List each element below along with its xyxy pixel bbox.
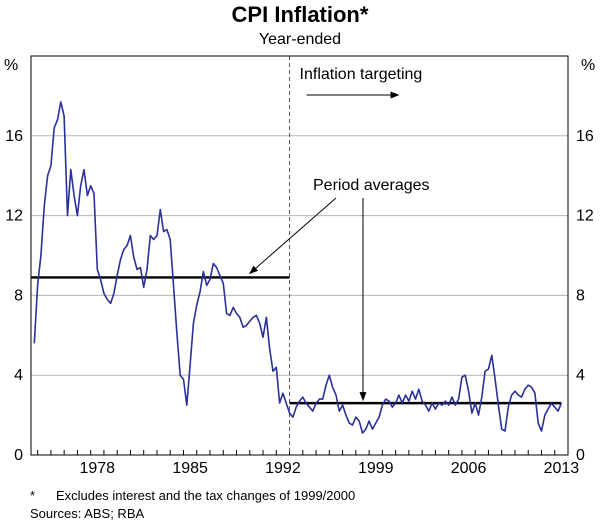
cpi-inflation-line [33,101,563,434]
period-averages-label: Period averages [313,177,430,194]
sources-note: Sources: ABS; RBA [30,506,145,521]
chart-title: CPI Inflation* [231,2,369,27]
y-tick-label-left-8: 8 [14,287,23,304]
x-tick-label-2013: 2013 [544,460,580,477]
y-axis-unit-left: % [4,57,18,74]
y-tick-label-right-0: 0 [576,447,585,464]
y-tick-label-left-12: 12 [5,208,23,225]
footnote-text: Excludes interest and the tax changes of… [56,488,356,503]
plot-frame [30,55,569,456]
x-tick-label-1985: 1985 [172,460,208,477]
axis-ticks: 0 0 4 4 8 8 12 12 16 16 1978 1985 1992 1999 2006 2013 [5,128,594,477]
chart-subtitle: Year-ended [258,31,342,48]
y-tick-label-right-4: 4 [576,367,585,384]
period-average-lines [31,276,562,405]
grid-lines [31,135,568,376]
y-tick-label-right-16: 16 [576,128,594,145]
y-tick-label-left-4: 4 [14,367,23,384]
period-average-arrow-early [249,197,337,275]
y-tick-label-left-16: 16 [5,128,23,145]
inflation-targeting-label: Inflation targeting [300,66,423,83]
annotations: Inflation targeting Period averages [249,66,430,402]
footnote-marker: * [30,488,36,503]
x-tick-label-2006: 2006 [451,460,487,477]
y-tick-label-left-0: 0 [14,447,23,464]
x-tick-label-1999: 1999 [358,460,394,477]
x-tick-label-1992: 1992 [265,460,301,477]
x-tick-label-1978: 1978 [79,460,115,477]
y-tick-label-right-8: 8 [576,287,585,304]
y-axis-unit-right: % [581,57,595,74]
y-tick-label-right-12: 12 [576,208,594,225]
footnote: * Excludes interest and the tax changes o… [30,488,355,503]
